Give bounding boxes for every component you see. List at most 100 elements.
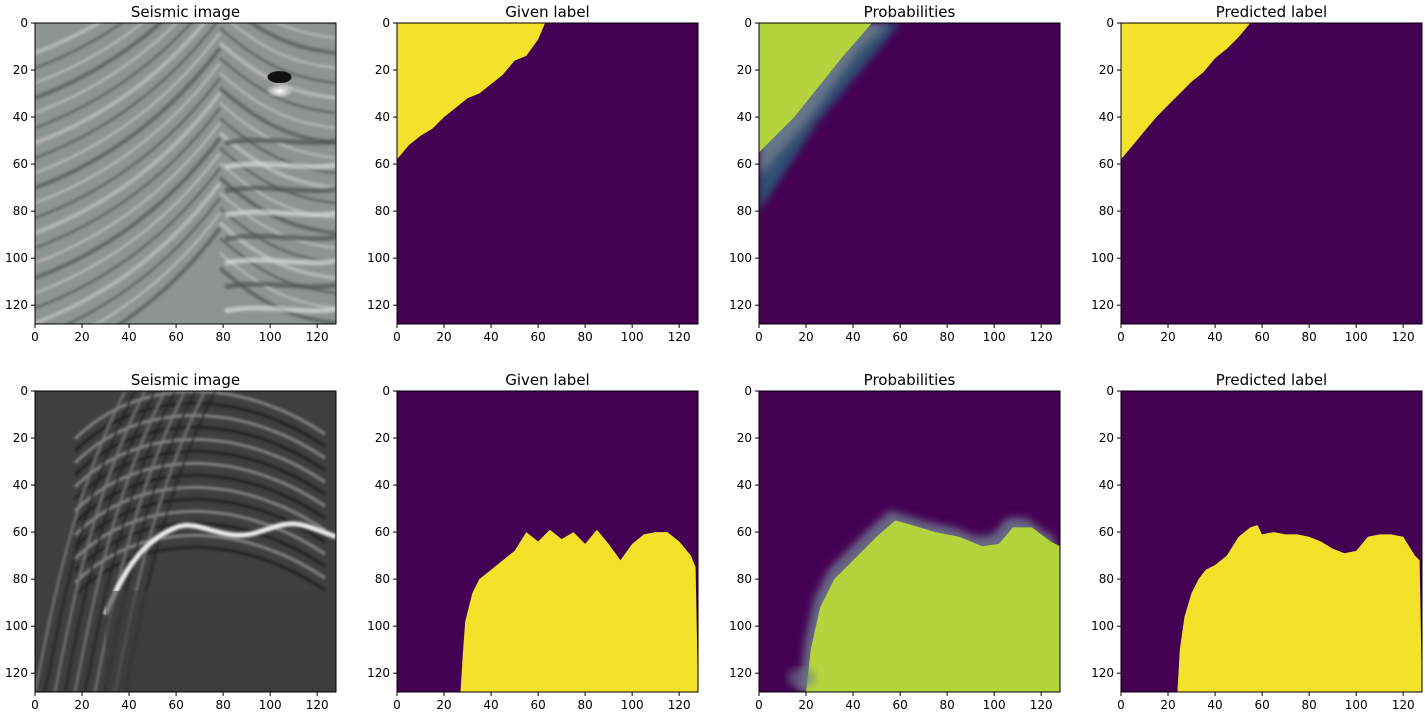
class-region: [397, 23, 546, 160]
x-tick-label: 40: [121, 330, 136, 344]
y-tick-label: 80: [737, 572, 752, 586]
image-area: [397, 391, 698, 692]
y-tick-label: 0: [20, 384, 28, 398]
x-tick-label: 120: [306, 330, 329, 344]
x-tick-label: 80: [577, 698, 592, 712]
panel-title: Given label: [505, 3, 589, 21]
y-tick-label: 100: [5, 251, 28, 265]
panel-probabilities-bottom: Probabilities 0 0 20 20 40 40 60 60 80 80 100 100 120…: [729, 371, 1061, 712]
x-tick-label: 0: [755, 698, 763, 712]
x-tick-label: 120: [668, 330, 691, 344]
y-tick-label: 80: [375, 572, 390, 586]
class-region: [460, 529, 698, 692]
panel-title: Predicted label: [1216, 371, 1327, 389]
x-tick-label: 0: [31, 330, 39, 344]
panel-given-label-bottom: Given label 0 0 20 20 40 40 60 60 80 80 100 100 120 12…: [367, 371, 699, 712]
y-tick-label: 0: [382, 384, 390, 398]
x-tick-label: 0: [755, 330, 763, 344]
x-tick-label: 100: [983, 698, 1006, 712]
panel-title: Seismic image: [131, 371, 240, 389]
x-tick-label: 120: [668, 698, 691, 712]
y-tick-label: 60: [13, 525, 28, 539]
x-tick-label: 100: [1345, 698, 1368, 712]
y-tick-label: 80: [13, 572, 28, 586]
x-tick-label: 60: [168, 330, 183, 344]
x-tick-label: 80: [215, 698, 230, 712]
image-area: [397, 23, 698, 324]
y-tick-label: 120: [729, 298, 752, 312]
y-tick-label: 0: [1106, 16, 1114, 30]
x-tick-label: 100: [1345, 330, 1368, 344]
image-area: [1121, 23, 1422, 324]
y-tick-label: 60: [737, 525, 752, 539]
x-tick-label: 0: [31, 698, 39, 712]
y-tick-label: 60: [1099, 157, 1114, 171]
y-tick-label: 0: [1106, 384, 1114, 398]
x-tick-label: 40: [483, 330, 498, 344]
y-tick-label: 100: [367, 251, 390, 265]
y-tick-label: 100: [5, 619, 28, 633]
y-tick-label: 40: [375, 110, 390, 124]
x-tick-label: 40: [483, 698, 498, 712]
x-tick-label: 40: [1207, 698, 1222, 712]
x-tick-label: 120: [1030, 330, 1053, 344]
panel-title: Probabilities: [864, 371, 956, 389]
x-tick-label: 120: [1030, 698, 1053, 712]
x-tick-label: 20: [1160, 330, 1175, 344]
x-tick-label: 40: [121, 698, 136, 712]
panel-probabilities-top: Probabilities 0 0 20 20 40 40 60 60 80 80 100 100 120…: [729, 3, 1061, 344]
y-tick-label: 100: [729, 619, 752, 633]
x-tick-label: 0: [393, 698, 401, 712]
y-tick-label: 0: [744, 384, 752, 398]
panel-given-label-top: Given label 0 0 20 20 40 40 60 60 80 80 100 100 120 12…: [367, 3, 699, 344]
x-tick-label: 100: [621, 330, 644, 344]
y-tick-label: 120: [729, 666, 752, 680]
y-tick-label: 20: [1099, 63, 1114, 77]
image-area: [35, 23, 336, 324]
x-tick-label: 100: [621, 698, 644, 712]
panel-title: Given label: [505, 371, 589, 389]
x-tick-label: 60: [892, 330, 907, 344]
y-tick-label: 100: [1091, 251, 1114, 265]
x-tick-label: 60: [530, 330, 545, 344]
image-area: [35, 391, 336, 692]
x-tick-label: 60: [530, 698, 545, 712]
y-tick-label: 120: [5, 298, 28, 312]
x-tick-label: 60: [1254, 330, 1269, 344]
y-tick-label: 20: [13, 63, 28, 77]
y-tick-label: 20: [737, 431, 752, 445]
class-region: [1121, 23, 1251, 160]
panel-title: Probabilities: [864, 3, 956, 21]
x-tick-label: 20: [74, 698, 89, 712]
y-tick-label: 20: [375, 63, 390, 77]
x-tick-label: 0: [393, 330, 401, 344]
y-tick-label: 40: [737, 478, 752, 492]
x-tick-label: 0: [1117, 330, 1125, 344]
image-area: [759, 23, 1060, 324]
x-tick-label: 20: [1160, 698, 1175, 712]
x-tick-label: 0: [1117, 698, 1125, 712]
x-tick-label: 60: [168, 698, 183, 712]
x-tick-label: 80: [939, 330, 954, 344]
x-tick-label: 80: [939, 698, 954, 712]
y-tick-label: 120: [5, 666, 28, 680]
y-tick-label: 60: [1099, 525, 1114, 539]
y-tick-label: 40: [13, 478, 28, 492]
x-tick-label: 100: [983, 330, 1006, 344]
y-tick-label: 60: [375, 157, 390, 171]
x-tick-label: 100: [259, 698, 282, 712]
panel-title: Predicted label: [1216, 3, 1327, 21]
y-tick-label: 120: [1091, 666, 1114, 680]
y-tick-label: 0: [744, 16, 752, 30]
y-tick-label: 80: [1099, 204, 1114, 218]
y-tick-label: 100: [1091, 619, 1114, 633]
y-tick-label: 60: [375, 525, 390, 539]
y-tick-label: 20: [1099, 431, 1114, 445]
x-tick-label: 120: [306, 698, 329, 712]
y-tick-label: 80: [13, 204, 28, 218]
y-tick-label: 40: [375, 478, 390, 492]
y-tick-label: 120: [1091, 298, 1114, 312]
y-tick-label: 40: [13, 110, 28, 124]
x-tick-label: 120: [1392, 698, 1415, 712]
